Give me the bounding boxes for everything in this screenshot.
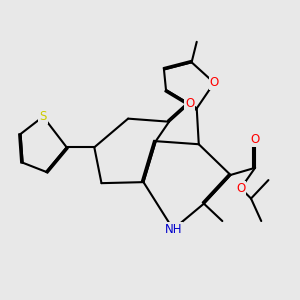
Text: O: O: [236, 182, 245, 195]
Text: NH: NH: [164, 223, 182, 236]
Text: O: O: [185, 97, 194, 110]
Text: O: O: [250, 133, 260, 146]
Text: S: S: [39, 110, 47, 123]
Text: O: O: [209, 76, 219, 89]
